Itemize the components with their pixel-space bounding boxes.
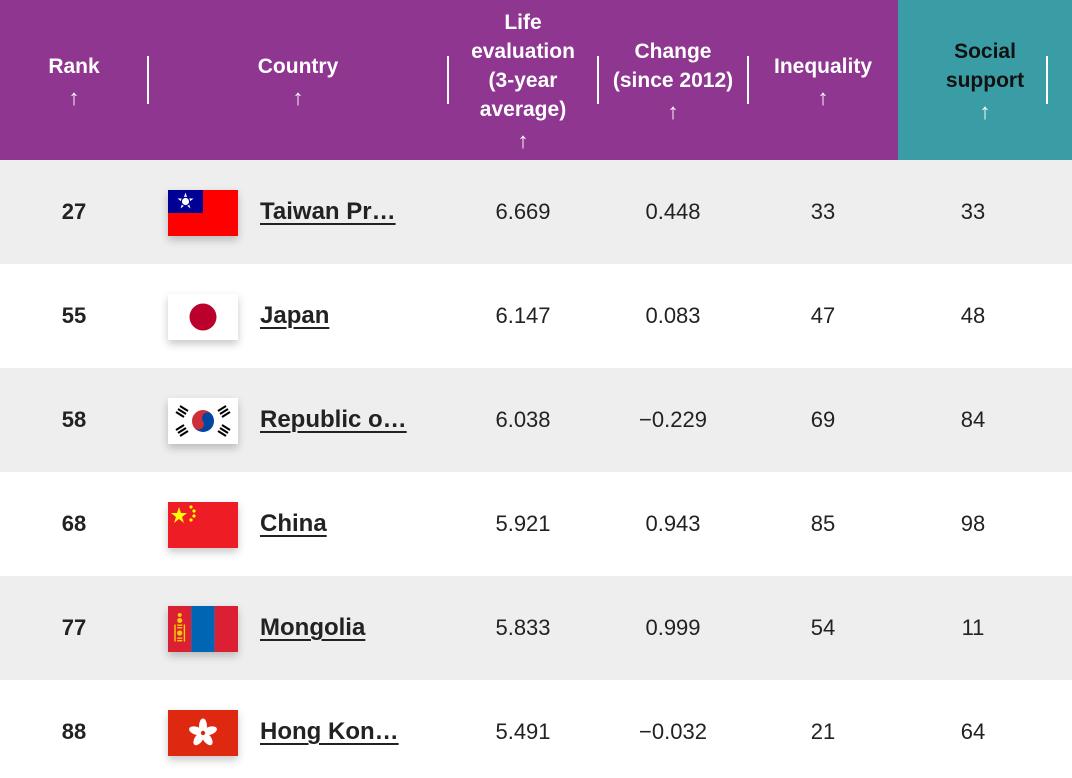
inequality-column-header[interactable]: Inequality ↑ — [748, 0, 898, 160]
country-link[interactable]: China — [260, 510, 327, 537]
china-flag-icon — [168, 502, 238, 548]
country-column-header[interactable]: Country ↑ — [148, 0, 448, 160]
change-cell: 0.999 — [645, 615, 701, 640]
country-link[interactable]: Hong Kon… — [260, 718, 399, 745]
rank-header-label: Rank — [48, 54, 100, 78]
change-cell: 0.448 — [645, 199, 701, 224]
change-cell: 0.943 — [645, 511, 701, 536]
social-support-cell: 64 — [960, 719, 986, 744]
south-korea-flag-icon — [168, 398, 238, 444]
inequality-cell: 85 — [810, 511, 836, 536]
japan-flag-icon — [168, 294, 238, 340]
social-support-header-label: Social support — [945, 40, 1025, 92]
life-evaluation-cell: 5.833 — [495, 615, 551, 640]
country-link[interactable]: Mongolia — [260, 614, 366, 641]
table-row: 27 Taiwan Pr… 6.669 0.448 33 33 — [0, 160, 1072, 264]
sort-arrow-icon[interactable]: ↑ — [517, 128, 529, 153]
rank-cell: 55 — [61, 303, 87, 328]
table-row: 58 Republic o… 6.038 −0.229 — [0, 368, 1072, 472]
change-header-label: Change (since 2012) — [612, 40, 734, 92]
country-link[interactable]: Taiwan Pr… — [260, 198, 396, 225]
rank-cell: 88 — [61, 719, 87, 744]
life-evaluation-column-header[interactable]: Life evaluation (3-year average) ↑ — [448, 0, 598, 160]
table-row: 77 Mongolia 5.833 0. — [0, 576, 1072, 680]
rank-cell: 58 — [61, 407, 87, 432]
column-divider — [747, 56, 749, 104]
social-support-column-header[interactable]: Social support ↑ — [898, 0, 1072, 160]
mongolia-flag-icon — [168, 606, 238, 652]
inequality-cell: 54 — [810, 615, 836, 640]
country-header-label: Country — [257, 54, 339, 78]
rank-cell: 27 — [61, 199, 87, 224]
table-row: 68 China 5.921 0.943 85 98 — [0, 472, 1072, 576]
column-divider — [147, 56, 149, 104]
social-support-cell: 98 — [960, 511, 986, 536]
inequality-cell: 47 — [810, 303, 836, 328]
taiwan-flag-icon — [168, 190, 238, 236]
change-cell: −0.229 — [639, 407, 707, 432]
change-cell: 0.083 — [645, 303, 701, 328]
life-evaluation-cell: 6.669 — [495, 199, 551, 224]
social-support-cell: 48 — [960, 303, 986, 328]
sort-arrow-icon[interactable]: ↑ — [292, 84, 304, 110]
sort-arrow-icon[interactable]: ↑ — [817, 84, 829, 110]
inequality-cell: 21 — [810, 719, 836, 744]
hong-kong-flag-icon — [168, 710, 238, 756]
table-row: 55 Japan 6.147 0.083 47 48 — [0, 264, 1072, 368]
inequality-cell: 33 — [810, 199, 836, 224]
life-evaluation-cell: 5.491 — [495, 719, 551, 744]
life-evaluation-cell: 6.038 — [495, 407, 551, 432]
life-evaluation-cell: 6.147 — [495, 303, 551, 328]
social-support-cell: 84 — [960, 407, 986, 432]
social-support-cell: 11 — [961, 615, 985, 640]
change-cell: −0.032 — [639, 719, 707, 744]
table-row: 88 Hong Kon… 5.491 −0.032 21 64 — [0, 680, 1072, 778]
table-header: Rank ↑ Country ↑ Life evaluation (3-year… — [0, 0, 1072, 160]
rank-column-header[interactable]: Rank ↑ — [0, 0, 148, 160]
sort-arrow-icon[interactable]: ↑ — [667, 99, 679, 124]
rank-cell: 77 — [61, 615, 87, 640]
sort-arrow-icon[interactable]: ↑ — [68, 84, 80, 110]
sort-arrow-icon[interactable]: ↑ — [979, 99, 991, 124]
life-evaluation-header-label: Life evaluation (3-year average) — [471, 11, 575, 121]
rank-cell: 68 — [61, 511, 87, 536]
column-divider — [597, 56, 599, 104]
life-evaluation-cell: 5.921 — [495, 511, 551, 536]
social-support-cell: 33 — [960, 199, 986, 224]
country-link[interactable]: Japan — [260, 302, 330, 329]
inequality-cell: 69 — [810, 407, 836, 432]
inequality-header-label: Inequality — [773, 54, 873, 78]
column-divider — [447, 56, 449, 104]
country-link[interactable]: Republic o… — [260, 406, 407, 433]
change-column-header[interactable]: Change (since 2012) ↑ — [598, 0, 748, 160]
column-divider — [1046, 56, 1048, 104]
